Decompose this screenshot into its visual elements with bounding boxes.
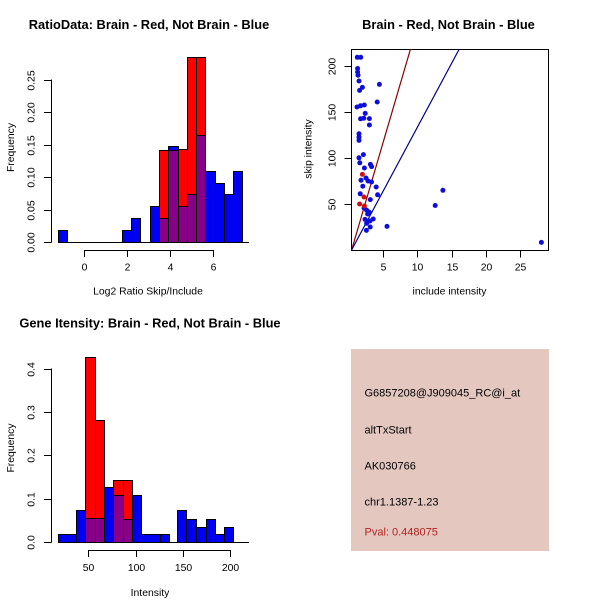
- svg-text:2: 2: [125, 263, 131, 274]
- svg-text:Gene Itensity: Brain - Red, No: Gene Itensity: Brain - Red, Not Brain - …: [19, 316, 280, 331]
- svg-text:0: 0: [82, 263, 88, 274]
- svg-text:50: 50: [328, 199, 339, 211]
- svg-text:0.25: 0.25: [27, 70, 38, 90]
- svg-text:0.0: 0.0: [27, 535, 38, 550]
- svg-text:0.1: 0.1: [27, 492, 38, 507]
- svg-text:RatioData: Brain - Red, Not Br: RatioData: Brain - Red, Not Brain - Blue: [29, 17, 269, 32]
- svg-text:Pval: 0.448075: Pval: 0.448075: [365, 527, 438, 539]
- svg-text:0.4: 0.4: [27, 362, 38, 377]
- svg-text:include intensity: include intensity: [413, 287, 488, 298]
- svg-text:200: 200: [328, 58, 339, 76]
- svg-text:150: 150: [328, 104, 339, 122]
- svg-text:AK030766: AK030766: [365, 461, 416, 473]
- svg-text:Frequency: Frequency: [6, 122, 17, 172]
- svg-text:15: 15: [447, 263, 459, 274]
- svg-text:Brain - Red, Not Brain - Blue: Brain - Red, Not Brain - Blue: [362, 17, 535, 32]
- svg-text:0.10: 0.10: [27, 167, 38, 187]
- svg-text:50: 50: [83, 563, 95, 574]
- svg-text:20: 20: [481, 263, 493, 274]
- svg-text:skip intensity: skip intensity: [304, 118, 315, 178]
- svg-text:0.2: 0.2: [27, 448, 38, 463]
- svg-text:0.00: 0.00: [27, 232, 38, 252]
- svg-text:0.3: 0.3: [27, 405, 38, 420]
- svg-text:5: 5: [381, 263, 387, 274]
- svg-text:100: 100: [328, 150, 339, 168]
- svg-text:Intensity: Intensity: [131, 588, 171, 599]
- svg-text:chr1.1387-1.23: chr1.1387-1.23: [365, 497, 439, 509]
- svg-text:100: 100: [128, 563, 146, 574]
- svg-text:altTxStart: altTxStart: [365, 425, 412, 437]
- svg-text:200: 200: [222, 563, 240, 574]
- svg-text:25: 25: [515, 263, 527, 274]
- svg-text:Frequency: Frequency: [6, 423, 17, 473]
- svg-text:6: 6: [211, 263, 217, 274]
- svg-text:0.05: 0.05: [27, 200, 38, 220]
- svg-text:G6857208@J909045_RC@i_at: G6857208@J909045_RC@i_at: [365, 388, 521, 400]
- svg-text:150: 150: [175, 563, 193, 574]
- svg-text:0.15: 0.15: [27, 135, 38, 155]
- svg-text:Log2 Ratio Skip/Include: Log2 Ratio Skip/Include: [93, 287, 203, 298]
- svg-text:4: 4: [168, 263, 174, 274]
- svg-text:10: 10: [412, 263, 424, 274]
- svg-text:0.20: 0.20: [27, 102, 38, 122]
